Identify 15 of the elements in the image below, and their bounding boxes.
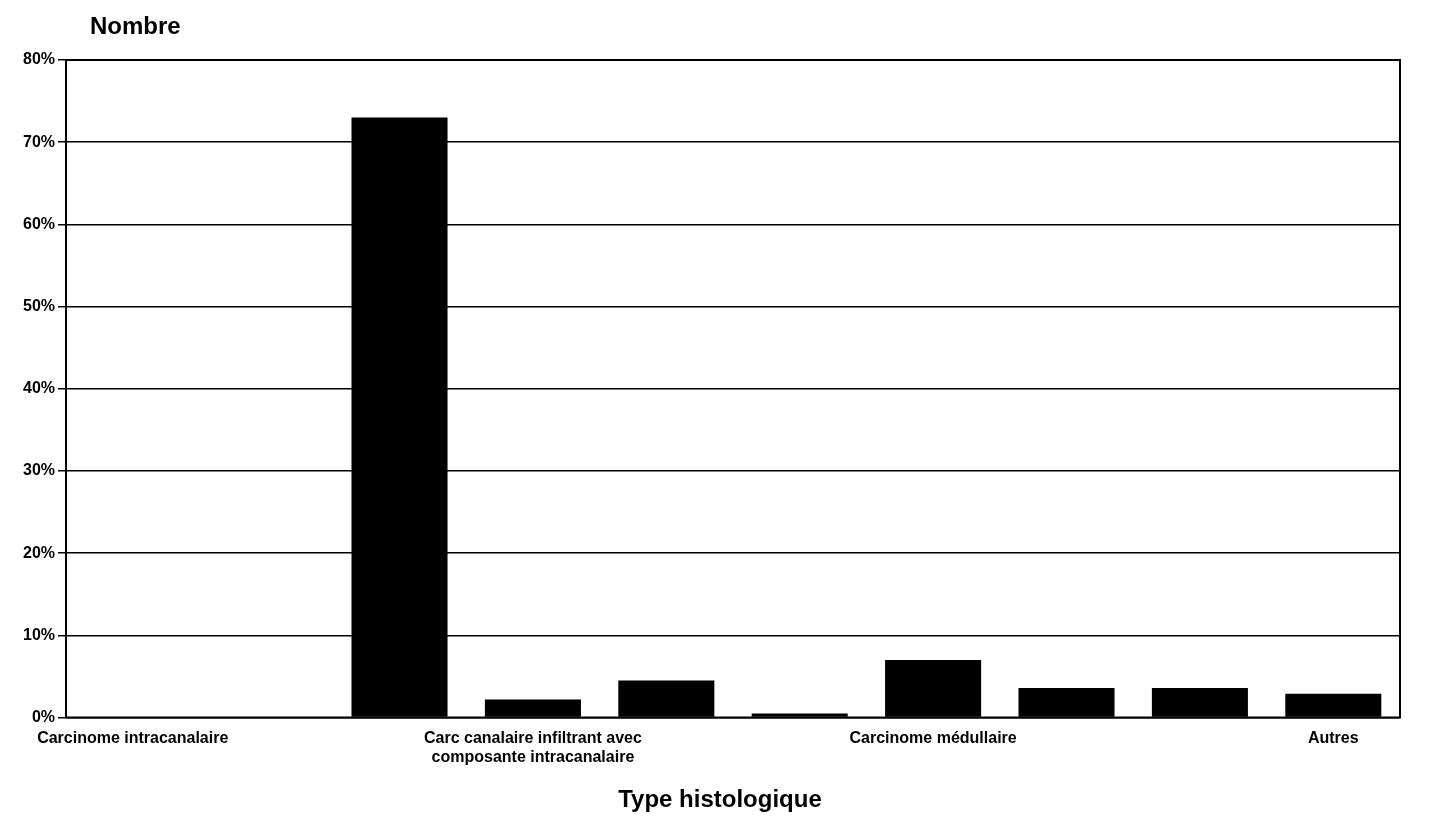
y-tick-label: 50% [22, 297, 56, 315]
y-tick-label: 20% [22, 543, 56, 561]
y-tick-label: 60% [22, 214, 56, 232]
y-tick-label: 70% [22, 132, 56, 150]
y-tick-label: 0% [31, 708, 56, 726]
y-axis-title: Nombre [90, 12, 181, 40]
x-tick-label: Carcinome médullaire [849, 728, 1017, 746]
y-tick-label: 30% [22, 461, 56, 479]
x-tick-label: Autres [1307, 728, 1359, 746]
y-tick-label: 40% [22, 379, 56, 397]
y-tick-label: 10% [22, 625, 56, 643]
x-tick-label: Carc canalaire infiltrant avec composante intracanalaire [423, 728, 642, 765]
x-tick-label: Carcinome intracanalaire [37, 728, 229, 746]
x-axis-title: Type histologique [617, 785, 823, 813]
y-tick-label: 80% [22, 50, 56, 68]
